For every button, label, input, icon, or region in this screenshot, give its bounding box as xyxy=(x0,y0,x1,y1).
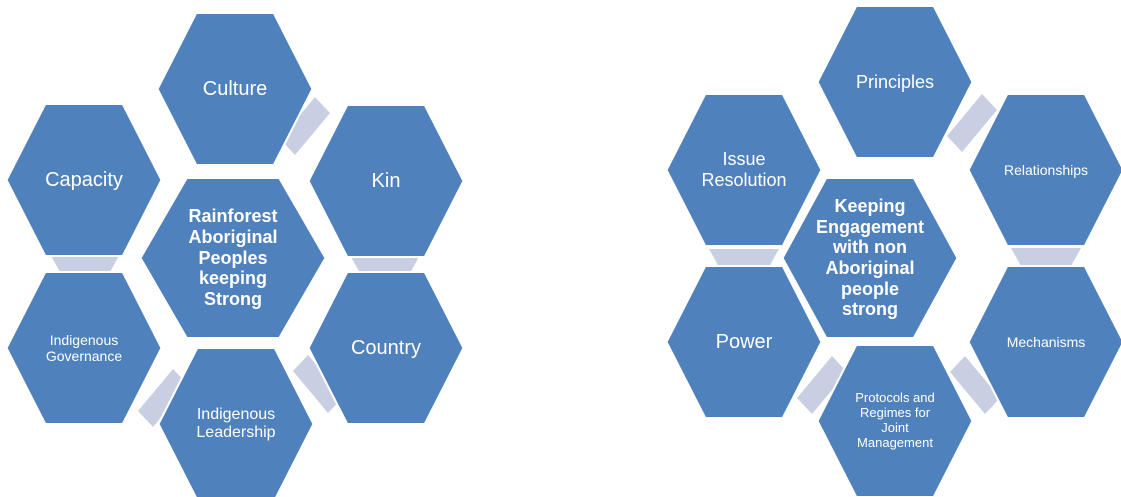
center-hexagon xyxy=(781,177,959,339)
outer-hexagon xyxy=(5,271,163,425)
outer-hexagon xyxy=(665,265,823,419)
connectors xyxy=(50,94,1081,427)
outer-hexagon xyxy=(967,93,1121,247)
hex-label: Capacity xyxy=(45,168,123,191)
connector xyxy=(1011,248,1081,266)
hex-label: Rainforest Aboriginal Peoples keeping St… xyxy=(188,206,278,310)
outer-hexagon xyxy=(307,271,465,425)
hex-label-box: Relationships xyxy=(1003,161,1089,178)
hex-label-box: Indigenous Governance xyxy=(45,331,123,364)
hex-label-box: Indigenous Leadership xyxy=(196,405,276,441)
hex-label: Indigenous Governance xyxy=(45,331,123,364)
hex-label: Culture xyxy=(202,77,268,100)
hex-label: Principles xyxy=(855,71,935,92)
hex-label: Issue Resolution xyxy=(701,149,787,190)
hex-label-box: Country xyxy=(350,336,422,359)
hex-label: Relationships xyxy=(1003,161,1089,178)
center-hexagon xyxy=(139,177,327,339)
outer-hexagon xyxy=(816,5,974,159)
connector xyxy=(280,97,330,155)
outer-hexagon xyxy=(967,265,1121,419)
hex-label-box: Power xyxy=(715,330,773,353)
hex-label: Kin xyxy=(371,169,401,192)
outer-hexagon xyxy=(5,103,163,257)
hex-label-box: Rainforest Aboriginal Peoples keeping St… xyxy=(188,206,278,310)
hex-label: Power xyxy=(715,330,773,353)
hex-label-box: Principles xyxy=(855,71,935,92)
hex-label-box: Issue Resolution xyxy=(701,149,787,190)
hex-label: Mechanisms xyxy=(1006,333,1086,350)
hex-label: Country xyxy=(350,336,422,359)
hex-label-box: Keeping Engagement with non Aboriginal p… xyxy=(815,195,925,320)
outer-hexagon xyxy=(816,344,974,497)
hex-label-box: Mechanisms xyxy=(1006,333,1086,350)
connector xyxy=(350,255,420,273)
hex-label: Protocols and Regimes for Joint Manageme… xyxy=(855,390,935,450)
outer-hexagon xyxy=(156,12,314,166)
hex-label-box: Kin xyxy=(371,169,401,192)
outer-hexagon xyxy=(665,93,823,247)
hexagons: Rainforest Aboriginal Peoples keeping St… xyxy=(5,5,1121,497)
outer-hexagon xyxy=(307,104,465,258)
hex-label: Keeping Engagement with non Aboriginal p… xyxy=(815,195,925,320)
connector xyxy=(50,254,120,272)
hex-label-box: Protocols and Regimes for Joint Manageme… xyxy=(855,390,935,450)
connector xyxy=(947,94,997,152)
connector xyxy=(138,369,188,427)
outer-hexagon xyxy=(157,347,315,497)
connector xyxy=(709,249,779,267)
connector xyxy=(797,356,847,414)
connector xyxy=(293,355,343,413)
hex-label: Indigenous Leadership xyxy=(196,405,276,441)
connector xyxy=(950,356,1000,414)
hex-label-box: Capacity xyxy=(45,168,123,191)
hex-label-box: Culture xyxy=(202,77,268,100)
